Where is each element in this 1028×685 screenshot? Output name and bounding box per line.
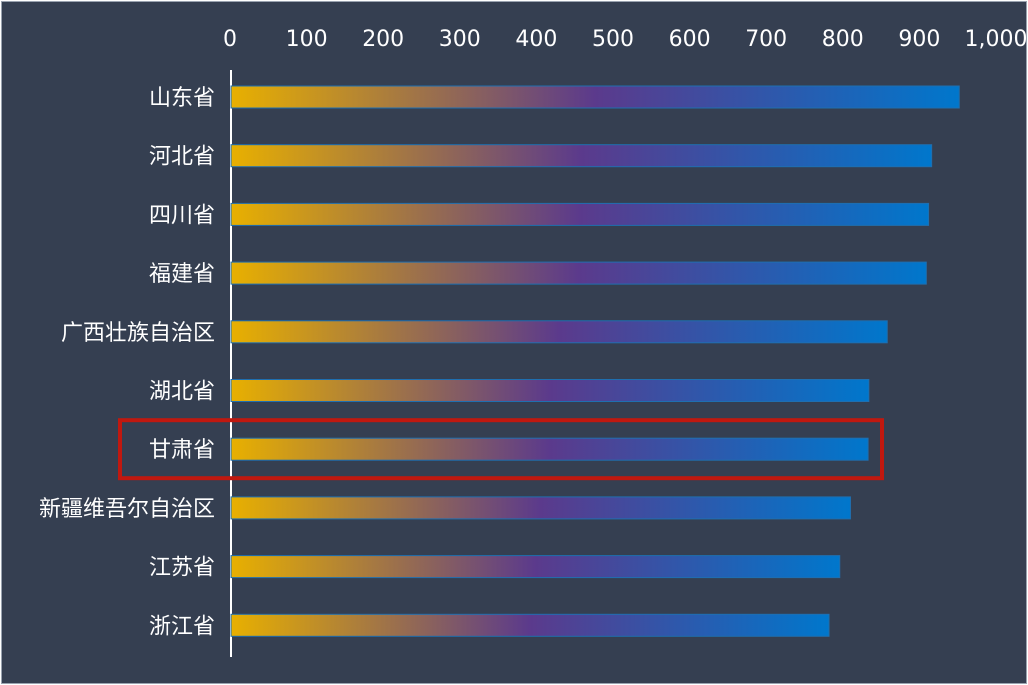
x-tick-label: 1,000 — [965, 27, 1026, 52]
category-label: 江苏省 — [149, 556, 215, 581]
bar — [230, 496, 851, 520]
bar — [230, 320, 888, 344]
x-tick-label: 600 — [669, 27, 711, 52]
x-tick-label: 100 — [286, 27, 328, 52]
category-label: 四川省 — [149, 203, 215, 228]
bar — [230, 261, 927, 285]
x-tick-label: 800 — [822, 27, 864, 52]
category-label: 甘肃省 — [149, 438, 215, 463]
x-tick-label: 200 — [362, 27, 404, 52]
category-label: 湖北省 — [149, 380, 215, 405]
x-tick-label: 500 — [592, 27, 634, 52]
category-label: 浙江省 — [149, 614, 215, 639]
category-label: 山东省 — [149, 86, 215, 111]
category-label: 福建省 — [149, 262, 215, 287]
bar — [230, 555, 841, 579]
category-label: 广西壮族自治区 — [61, 321, 215, 346]
bar — [230, 613, 830, 637]
bar — [230, 437, 869, 461]
x-tick-label: 0 — [223, 27, 237, 52]
highlight-box — [118, 418, 884, 481]
bar — [230, 202, 930, 226]
category-label: 新疆维吾尔自治区 — [39, 497, 215, 522]
x-tick-label: 900 — [898, 27, 940, 52]
bars — [230, 85, 960, 637]
bar — [230, 85, 960, 109]
x-tick-label: 300 — [439, 27, 481, 52]
bar — [230, 379, 870, 402]
category-label: 河北省 — [149, 145, 215, 170]
x-axis-ticks: 0 100 200 300 400 500 600 700 800 900 1,000 — [223, 27, 1026, 52]
x-tick-label: 700 — [745, 27, 787, 52]
bar — [230, 144, 933, 168]
x-tick-label: 400 — [515, 27, 557, 52]
